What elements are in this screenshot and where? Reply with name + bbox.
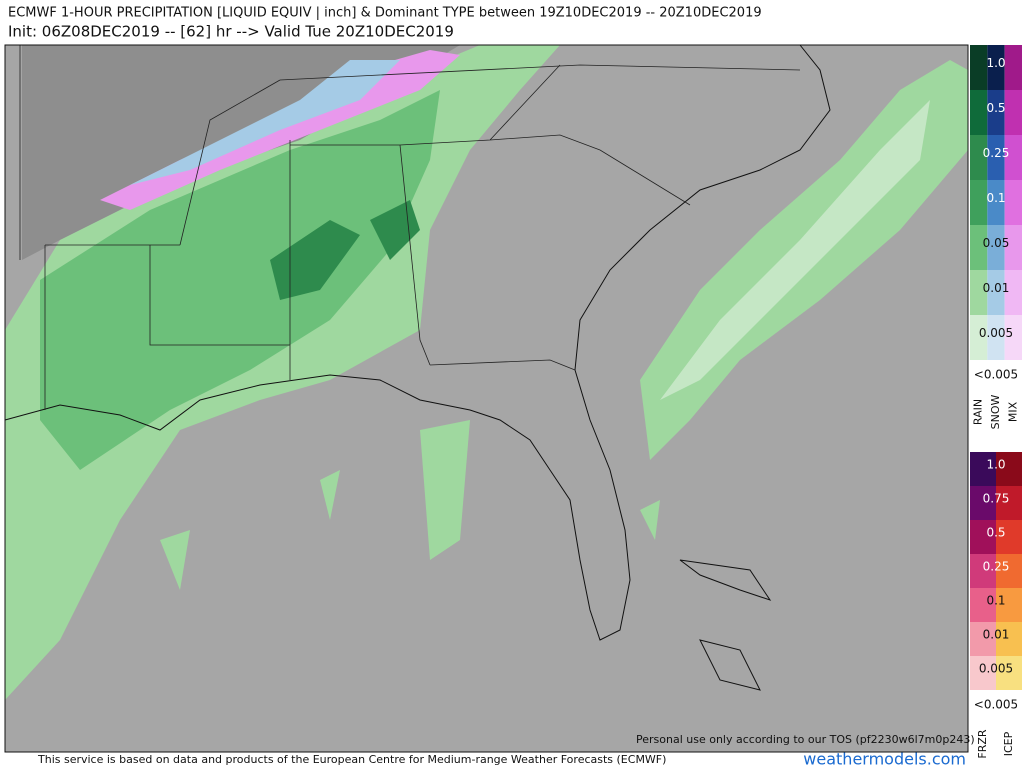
legend-swatch — [987, 180, 1005, 225]
legend-swatch — [987, 270, 1005, 315]
legend-swatch — [970, 520, 996, 554]
legend-swatch — [996, 486, 1022, 520]
legend-swatch — [970, 588, 996, 622]
legend-below: <0.005 — [974, 698, 1018, 712]
islands — [679, 559, 772, 691]
legend-type: FRZR — [976, 729, 989, 759]
legend-swatch — [987, 315, 1005, 360]
map: Personal use only according to our TOS (… — [4, 44, 975, 753]
rain-band — [5, 45, 560, 700]
snow-band — [130, 60, 400, 185]
legend-level: 0.01 — [983, 281, 1010, 295]
legend-level: 0.01 — [983, 628, 1010, 642]
legend-swatch — [970, 656, 996, 690]
notice: Personal use only according to our TOS (… — [636, 733, 975, 746]
map-frame — [4, 44, 969, 753]
coastline — [4, 44, 831, 641]
legend-level: 1.0 — [986, 458, 1005, 472]
legend-swatch — [996, 656, 1022, 690]
state-borders — [19, 45, 801, 410]
legend-swatch — [1004, 225, 1022, 270]
legend-level: 0.5 — [986, 101, 1005, 115]
legend-swatch — [970, 225, 988, 270]
legend-level: 0.1 — [986, 191, 1005, 205]
legend-swatch — [987, 135, 1005, 180]
legend-swatch — [996, 452, 1022, 486]
legend-swatch — [970, 45, 988, 90]
legend-swatch — [970, 315, 988, 360]
legend-swatch — [996, 554, 1022, 588]
legend-swatch — [987, 225, 1005, 270]
subtitle: Init: 06Z08DEC2019 -- [62] hr --> Valid … — [8, 23, 454, 41]
legend-swatch — [970, 452, 996, 486]
legend-type: ICEP — [1002, 731, 1015, 756]
legend-type: SNOW — [989, 395, 1002, 430]
legend-swatch — [1004, 135, 1022, 180]
legend-swatch — [996, 622, 1022, 656]
title: ECMWF 1-HOUR PRECIPITATION [LIQUID EQUIV… — [8, 6, 762, 21]
legend-swatch — [1004, 45, 1022, 90]
legend-swatch — [970, 270, 988, 315]
legend-level: 0.25 — [983, 560, 1010, 574]
legend-level: 0.05 — [983, 236, 1010, 250]
legend-swatch — [987, 90, 1005, 135]
legend-swatch — [970, 135, 988, 180]
legend-swatch — [996, 588, 1022, 622]
legend-level: 0.005 — [979, 662, 1013, 676]
legend-below: <0.005 — [974, 368, 1018, 382]
legend-level: 0.1 — [986, 594, 1005, 608]
legend-swatch — [970, 180, 988, 225]
rain-band-moderate — [40, 90, 440, 470]
legend-swatch — [996, 520, 1022, 554]
legend-swatch — [970, 622, 996, 656]
legend-level: 0.25 — [983, 146, 1010, 160]
legend-level: 0.005 — [979, 326, 1013, 340]
legend-type: RAIN — [972, 399, 985, 425]
legend-swatch — [970, 554, 996, 588]
offshore-light — [660, 100, 930, 400]
site-link[interactable]: weathermodels.com — [803, 750, 966, 768]
rain-core — [270, 200, 420, 300]
legend-level: 1.0 — [986, 56, 1005, 70]
legend-swatch — [1004, 270, 1022, 315]
legend: 1.0 0.5 0.25 0.1 0.05 0.01 0.005 <0.005 RAIN SNOW… — [970, 45, 1022, 759]
credit: This service is based on data and produc… — [37, 753, 666, 766]
legend-swatch — [987, 45, 1005, 90]
legend-swatch — [970, 486, 996, 520]
legend-swatch — [1004, 90, 1022, 135]
legend-type: MIX — [1006, 401, 1019, 422]
notice-box — [632, 732, 968, 748]
legend-swatch — [1004, 315, 1022, 360]
legend-swatch — [1004, 180, 1022, 225]
legend-level: 0.5 — [986, 526, 1005, 540]
legend-swatch — [970, 90, 988, 135]
legend-level: 0.75 — [983, 492, 1010, 506]
